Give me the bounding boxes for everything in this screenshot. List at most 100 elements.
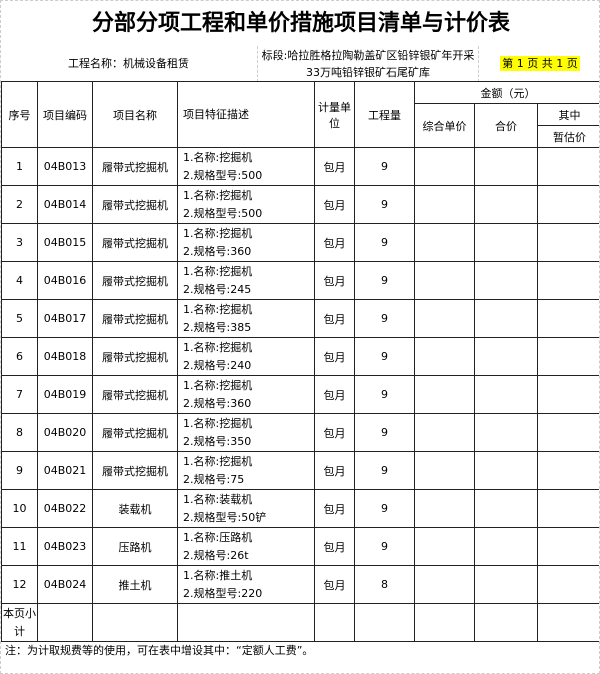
subtotal-cell xyxy=(177,603,315,642)
cell-total xyxy=(474,451,538,490)
table-row: 6 04B018 履带式挖掘机 1.名称:挖掘机 2.规格号:240 包月 9 xyxy=(1,337,599,376)
desc-line: 1.名称:挖掘机 xyxy=(183,264,253,278)
table-row: 3 04B015 履带式挖掘机 1.名称:挖掘机 2.规格号:360 包月 9 xyxy=(1,223,599,262)
table-row: 1 04B013 履带式挖掘机 1.名称:挖掘机 2.规格型号:500 包月 9 xyxy=(1,147,599,186)
cell-qty: 9 xyxy=(354,223,415,262)
cell-provisional xyxy=(536,489,599,528)
header-seq: 序号 xyxy=(1,81,38,148)
subtotal-cell xyxy=(354,603,415,642)
desc-line: 2.规格号:240 xyxy=(183,358,252,372)
desc-line: 1.名称:装载机 xyxy=(183,492,253,506)
section-info: 标段:哈拉胜格拉陶勒盖矿区铅锌银矿年开采33万吨铅锌银矿石尾矿库 xyxy=(257,46,479,82)
cell-name: 履带式挖掘机 xyxy=(92,185,178,224)
cell-seq: 5 xyxy=(1,299,38,338)
cell-seq: 6 xyxy=(1,337,38,376)
cell-desc: 1.名称:挖掘机 2.规格号:360 xyxy=(177,223,315,262)
subtotal-cell xyxy=(92,603,178,642)
header-amount: 金额（元） xyxy=(413,81,599,104)
cell-provisional xyxy=(536,299,599,338)
cell-name: 履带式挖掘机 xyxy=(92,375,178,414)
cell-unit: 包月 xyxy=(314,223,355,262)
cell-unit: 包月 xyxy=(314,185,355,224)
cell-total xyxy=(474,299,538,338)
project-name: 工程名称：机械设备租赁 xyxy=(68,57,189,70)
cell-desc: 1.名称:推土机 2.规格型号:220 xyxy=(177,565,315,604)
cell-code: 04B019 xyxy=(37,375,93,414)
cell-provisional xyxy=(536,337,599,376)
table-row: 9 04B021 履带式挖掘机 1.名称:挖掘机 2.规格号:75 包月 9 xyxy=(1,451,599,490)
desc-line: 2.规格号:360 xyxy=(183,396,252,410)
cell-desc: 1.名称:挖掘机 2.规格号:245 xyxy=(177,261,315,300)
cell-desc: 1.名称:挖掘机 2.规格号:360 xyxy=(177,375,315,414)
cell-total xyxy=(474,185,538,224)
desc-line: 2.规格号:245 xyxy=(183,282,252,296)
cell-name: 推土机 xyxy=(92,565,178,604)
table-row: 8 04B020 履带式挖掘机 1.名称:挖掘机 2.规格号:350 包月 9 xyxy=(1,413,599,452)
cell-seq: 7 xyxy=(1,375,38,414)
cell-total xyxy=(474,413,538,452)
cell-seq: 10 xyxy=(1,489,38,528)
bill-table: 序号 项目编码 项目名称 项目特征描述 计量单位 工程量 金额（元） 综合单价 … xyxy=(1,81,599,642)
cell-name: 履带式挖掘机 xyxy=(92,299,178,338)
cell-seq: 1 xyxy=(1,147,38,186)
cell-code: 04B016 xyxy=(37,261,93,300)
cell-qty: 9 xyxy=(354,147,415,186)
header-code: 项目编码 xyxy=(37,81,93,148)
cell-unit: 包月 xyxy=(314,147,355,186)
cell-code: 04B014 xyxy=(37,185,93,224)
desc-line: 2.规格型号:220 xyxy=(183,586,263,600)
cell-provisional xyxy=(536,261,599,300)
header-provisional: 暂估价 xyxy=(536,125,599,148)
cell-seq: 11 xyxy=(1,527,38,566)
cell-unit-price xyxy=(414,413,475,452)
cell-code: 04B018 xyxy=(37,337,93,376)
cell-name: 履带式挖掘机 xyxy=(92,147,178,186)
cell-desc: 1.名称:挖掘机 2.规格号:350 xyxy=(177,413,315,452)
cell-seq: 3 xyxy=(1,223,38,262)
cell-provisional xyxy=(536,185,599,224)
desc-line: 1.名称:挖掘机 xyxy=(183,226,253,240)
cell-unit: 包月 xyxy=(314,413,355,452)
subtotal-cell xyxy=(474,603,538,642)
cell-unit: 包月 xyxy=(314,337,355,376)
table-row: 2 04B014 履带式挖掘机 1.名称:挖掘机 2.规格型号:500 包月 9 xyxy=(1,185,599,224)
cell-unit-price xyxy=(414,527,475,566)
cell-seq: 12 xyxy=(1,565,38,604)
cell-seq: 8 xyxy=(1,413,38,452)
cell-total xyxy=(474,489,538,528)
cell-unit-price xyxy=(414,451,475,490)
cell-total xyxy=(474,527,538,566)
cell-provisional xyxy=(536,413,599,452)
cell-total xyxy=(474,261,538,300)
cell-unit-price xyxy=(414,147,475,186)
subtotal-row: 本页小计 xyxy=(1,603,599,642)
desc-line: 2.规格型号:500 xyxy=(183,168,263,182)
cell-code: 04B015 xyxy=(37,223,93,262)
cell-unit-price xyxy=(414,337,475,376)
cell-seq: 9 xyxy=(1,451,38,490)
cell-qty: 9 xyxy=(354,451,415,490)
cell-code: 04B017 xyxy=(37,299,93,338)
cell-qty: 9 xyxy=(354,489,415,528)
cell-name: 履带式挖掘机 xyxy=(92,261,178,300)
header-desc: 项目特征描述 xyxy=(177,81,315,148)
header-unit: 计量单位 xyxy=(314,81,355,148)
cell-unit-price xyxy=(414,185,475,224)
table-row: 4 04B016 履带式挖掘机 1.名称:挖掘机 2.规格号:245 包月 9 xyxy=(1,261,599,300)
cell-code: 04B020 xyxy=(37,413,93,452)
header-total: 合价 xyxy=(474,103,538,148)
cell-provisional xyxy=(536,565,599,604)
cell-qty: 9 xyxy=(354,299,415,338)
cell-provisional xyxy=(536,223,599,262)
page-title: 分部分项工程和单价措施项目清单与计价表 xyxy=(91,10,510,36)
page-info: 第 1 页 共 1 页 xyxy=(479,46,599,81)
cell-unit: 包月 xyxy=(314,527,355,566)
cell-qty: 9 xyxy=(354,527,415,566)
header-unit-price: 综合单价 xyxy=(414,103,475,148)
cell-unit: 包月 xyxy=(314,261,355,300)
cell-desc: 1.名称:挖掘机 2.规格号:385 xyxy=(177,299,315,338)
cell-unit: 包月 xyxy=(314,299,355,338)
desc-line: 2.规格号:75 xyxy=(183,472,245,486)
cell-qty: 9 xyxy=(354,185,415,224)
